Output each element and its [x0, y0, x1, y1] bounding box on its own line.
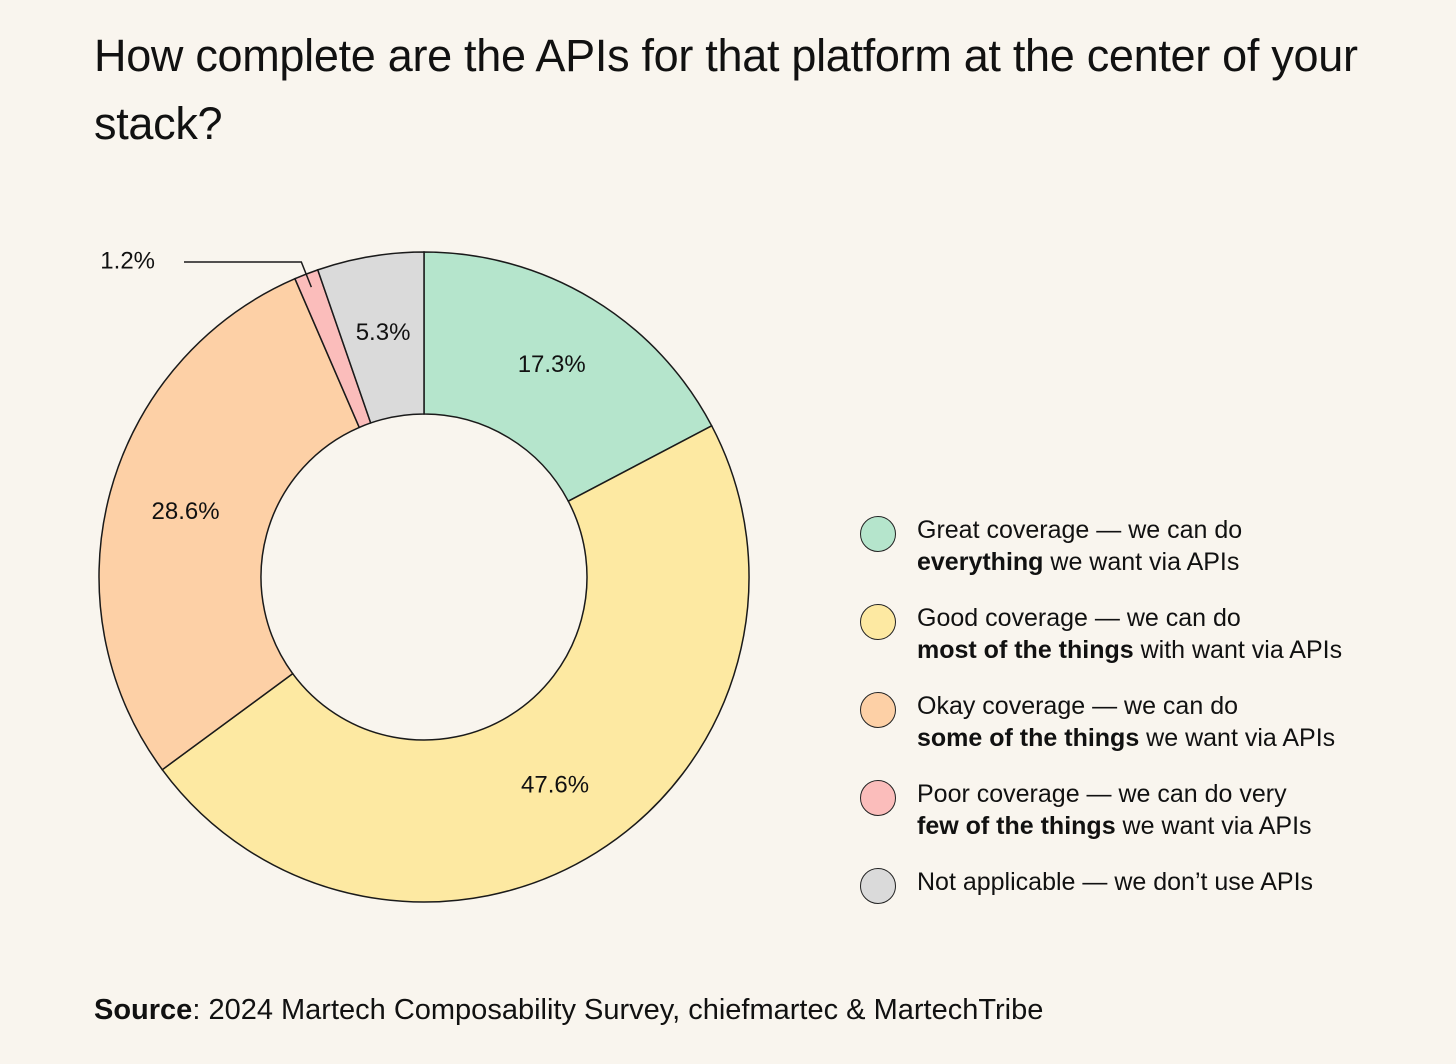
- source-text: : 2024 Martech Composability Survey, chi…: [192, 994, 1044, 1026]
- legend-line1: Poor coverage — we can do very: [917, 780, 1287, 808]
- legend-text: Poor coverage — we can do very few of the…: [917, 778, 1312, 842]
- leader-line: [184, 261, 313, 288]
- legend-rest: we want via APIs: [1115, 812, 1312, 840]
- legend-line1: Great coverage — we can do: [917, 516, 1243, 544]
- legend-text: Great coverage — we can do everything we …: [917, 514, 1242, 578]
- legend-emphasis: few of the things: [917, 812, 1116, 840]
- slice-great-coverage: [423, 251, 713, 503]
- legend-swatch: [860, 780, 896, 816]
- legend-item: Not applicable — we don’t use APIs: [860, 866, 1440, 904]
- slice-label-great-coverage: 17.3%: [518, 351, 586, 378]
- legend-line1: Good coverage — we can do: [917, 604, 1241, 632]
- legend-line1: Not applicable — we don’t use APIs: [917, 868, 1314, 896]
- legend-text: Okay coverage — we can do some of the thi…: [917, 690, 1335, 754]
- chart-title: How complete are the APIs for that platf…: [94, 30, 1358, 149]
- legend-line1: Okay coverage — we can do: [917, 692, 1238, 720]
- legend-emphasis: some of the things: [917, 724, 1140, 752]
- slice-good-coverage: [161, 424, 750, 903]
- legend-item: Good coverage — we can do most of the thi…: [860, 602, 1440, 666]
- source-note: Source: 2024 Martech Composability Surve…: [94, 990, 1043, 1030]
- legend-swatch: [860, 516, 896, 552]
- source-label: Source: [94, 994, 193, 1026]
- legend-swatch: [860, 868, 896, 904]
- legend-rest: with want via APIs: [1133, 636, 1343, 664]
- slice-not-applicable: [316, 251, 425, 424]
- legend-text: Not applicable — we don’t use APIs: [917, 866, 1313, 898]
- slice-okay-coverage: [98, 277, 361, 771]
- legend-rest: we want via APIs: [1139, 724, 1336, 752]
- legend-item: Poor coverage — we can do very few of the…: [860, 778, 1440, 842]
- slice-label-poor-coverage: 1.2%: [100, 247, 155, 274]
- chart-legend: Great coverage — we can do everything we …: [860, 514, 1440, 928]
- slice-label-not-applicable: 5.3%: [356, 319, 411, 346]
- legend-emphasis: most of the things: [917, 636, 1134, 664]
- legend-item: Okay coverage — we can do some of the thi…: [860, 690, 1440, 754]
- legend-text: Good coverage — we can do most of the thi…: [917, 602, 1342, 666]
- legend-emphasis: everything: [917, 548, 1044, 576]
- legend-swatch: [860, 604, 896, 640]
- legend-rest: we want via APIs: [1043, 548, 1240, 576]
- legend-item: Great coverage — we can do everything we …: [860, 514, 1440, 578]
- slice-label-good-coverage: 47.6%: [521, 772, 589, 799]
- slice-label-okay-coverage: 28.6%: [152, 498, 220, 525]
- legend-swatch: [860, 692, 896, 728]
